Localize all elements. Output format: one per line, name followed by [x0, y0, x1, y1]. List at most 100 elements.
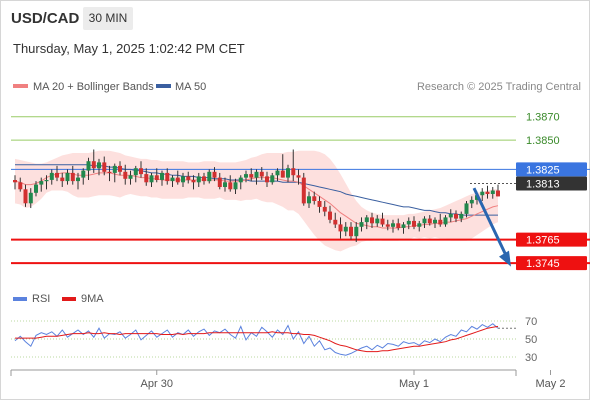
- candle-body: [181, 176, 185, 183]
- candle-body: [401, 224, 406, 228]
- candle: [139, 161, 143, 178]
- rsi-legend-swatch: [13, 297, 27, 301]
- candle: [39, 177, 44, 192]
- candle: [291, 149, 296, 182]
- candle: [485, 185, 490, 199]
- candle-body: [438, 219, 443, 225]
- candle: [270, 172, 275, 185]
- candle: [207, 169, 212, 184]
- candle: [333, 212, 338, 228]
- level-label-1.3765: 1.3765: [526, 235, 560, 247]
- candle-body: [233, 182, 238, 190]
- candle-body: [86, 161, 91, 171]
- rsi-line: [14, 323, 499, 356]
- candle: [322, 201, 327, 217]
- symbol-title: USD/CAD: [11, 10, 80, 27]
- level-label-1.3825: 1.3825: [526, 164, 560, 176]
- candle: [18, 177, 23, 192]
- candle-body: [375, 218, 380, 224]
- candle: [107, 165, 112, 182]
- candle: [385, 219, 390, 231]
- ma20-legend-label: MA 20 + Bollinger Bands: [33, 81, 154, 93]
- candle-body: [39, 181, 44, 185]
- candle-body: [118, 165, 122, 172]
- candle-body: [70, 172, 75, 182]
- candle: [343, 222, 348, 237]
- candle: [228, 175, 233, 192]
- candle-body: [380, 218, 385, 225]
- candle-body: [149, 175, 154, 183]
- candle-body: [469, 199, 474, 204]
- rsi-legend-label: RSI: [32, 293, 50, 305]
- candle: [170, 175, 175, 187]
- candle-body: [244, 174, 248, 178]
- candle: [490, 186, 495, 199]
- candle-body: [196, 176, 201, 183]
- candle-body: [254, 171, 259, 178]
- candle-body: [328, 211, 332, 220]
- candle: [412, 216, 416, 230]
- candle: [296, 169, 301, 185]
- candle: [44, 175, 49, 190]
- candle: [480, 188, 485, 202]
- candle-body: [343, 226, 348, 232]
- candle: [34, 181, 38, 197]
- candle-body: [443, 217, 448, 225]
- candle: [469, 196, 474, 209]
- candle: [60, 172, 65, 187]
- candle-body: [322, 206, 327, 212]
- time-tick-label: May 1: [399, 378, 429, 390]
- candle-body: [433, 219, 437, 224]
- candle: [196, 172, 201, 187]
- time-axis: Apr 30 May 1 May 2: [10, 369, 565, 390]
- candle-body: [412, 220, 416, 227]
- candle-body: [312, 196, 317, 201]
- candle-body: [123, 171, 128, 179]
- candle: [354, 222, 359, 242]
- candle: [375, 215, 380, 227]
- candle: [65, 169, 70, 185]
- candle-body: [18, 182, 23, 190]
- level-label-1.3745: 1.3745: [526, 258, 560, 270]
- candle-body: [34, 184, 38, 193]
- candle-body: [427, 218, 432, 224]
- candle-body: [490, 190, 495, 194]
- candle: [312, 191, 317, 205]
- candle-body: [217, 177, 222, 187]
- timeframe-badge[interactable]: 30 MIN: [83, 7, 133, 30]
- candle: [112, 163, 117, 183]
- candle: [223, 177, 227, 192]
- candle: [128, 170, 133, 185]
- candle-body: [286, 168, 290, 178]
- candle: [254, 169, 259, 185]
- candle: [349, 222, 353, 240]
- candle-body: [175, 177, 180, 183]
- candle-body: [333, 219, 338, 225]
- forecast-arrow-shaft: [472, 187, 510, 261]
- candle: [427, 215, 432, 226]
- candle-body: [170, 177, 175, 182]
- candles: [13, 149, 500, 242]
- candle: [249, 168, 254, 182]
- candle-body: [154, 175, 159, 180]
- candle: [97, 158, 101, 176]
- candle: [55, 165, 59, 182]
- candle-body: [364, 217, 369, 223]
- candle: [448, 209, 453, 223]
- rsi-ma-legend-swatch: [62, 297, 76, 301]
- candle: [464, 201, 469, 218]
- candle-body: [459, 213, 464, 219]
- candle: [417, 220, 422, 232]
- candle-body: [249, 174, 254, 178]
- candle-body: [464, 203, 469, 214]
- candle-body: [49, 172, 54, 180]
- candle: [422, 216, 427, 228]
- candle: [238, 175, 243, 190]
- candle-body: [91, 161, 96, 169]
- candle-body: [370, 217, 374, 224]
- candle-body: [296, 175, 301, 178]
- candle-body: [76, 177, 80, 182]
- candle-body: [65, 172, 70, 182]
- candle: [49, 169, 54, 185]
- candle: [433, 217, 437, 228]
